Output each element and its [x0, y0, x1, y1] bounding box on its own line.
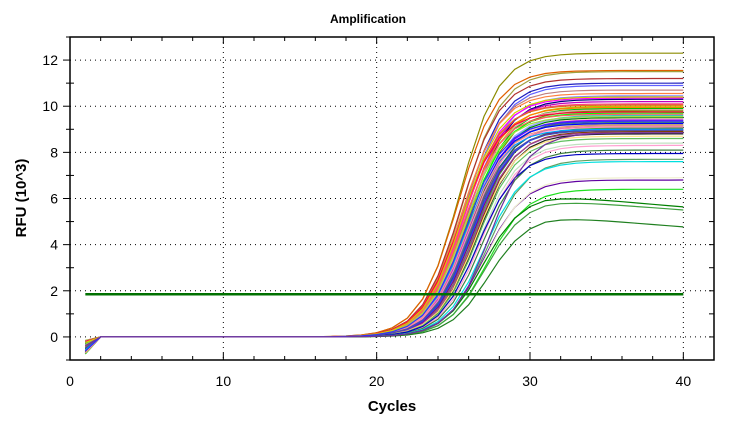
curve-well-29 [85, 124, 684, 345]
curve-well-37 [85, 133, 684, 344]
curve-well-47 [85, 177, 684, 347]
y-tick-label: 0 [50, 329, 58, 345]
curve-well-49 [84, 198, 684, 350]
curve-well-21 [85, 114, 684, 346]
x-tick-label: 0 [66, 373, 74, 389]
y-axis-ticks: 0 2 4 6 8 10 12 [42, 36, 714, 361]
curve-well-45 [85, 161, 684, 343]
chart-title: Amplification [330, 12, 406, 26]
curve-well-36 [84, 132, 684, 349]
y-tick-label: 6 [50, 191, 58, 207]
y-tick-label: 12 [42, 52, 58, 68]
curve-well-43 [84, 152, 684, 354]
amplification-curves [84, 52, 684, 355]
y-tick-label: 4 [50, 237, 58, 253]
curve-well-52 [84, 104, 684, 348]
x-axis-label: Cycles [368, 398, 416, 415]
curve-well-60 [85, 132, 684, 347]
curve-well-28 [84, 122, 684, 350]
curve-well-39 [84, 137, 684, 347]
y-axis-label: RFU (10^3) [13, 159, 30, 238]
curve-well-35 [84, 131, 684, 355]
curve-well-13 [84, 103, 684, 347]
x-tick-label: 20 [369, 373, 385, 389]
y-tick-label: 2 [50, 283, 58, 299]
curve-well-48 [84, 188, 684, 355]
curve-well-41 [84, 144, 684, 351]
curve-well-19 [85, 112, 684, 343]
x-tick-label: 40 [676, 373, 692, 389]
curve-well-11 [85, 98, 684, 344]
curve-well-27 [85, 121, 684, 342]
curve-well-38 [84, 135, 684, 353]
curve-well-26 [84, 120, 684, 347]
y-tick-label: 8 [50, 144, 58, 160]
x-tick-label: 30 [522, 373, 538, 389]
curve-well-44 [84, 158, 684, 348]
x-tick-label: 10 [216, 373, 232, 389]
y-tick-label: 10 [42, 98, 58, 114]
curve-well-20 [84, 113, 684, 351]
curve-well-50 [85, 202, 684, 344]
curve-well-40 [85, 142, 684, 342]
curve-well-59 [84, 120, 684, 352]
x-axis-ticks: 0 10 20 30 40 [66, 37, 715, 389]
curve-well-42 [85, 149, 684, 345]
curve-well-46 [84, 179, 684, 352]
curve-well-14 [85, 105, 684, 342]
curve-well-25 [84, 119, 684, 352]
curve-well-10 [84, 97, 684, 349]
curve-well-57 [84, 129, 684, 349]
